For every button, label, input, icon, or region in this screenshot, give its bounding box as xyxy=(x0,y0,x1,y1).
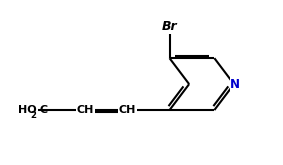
Text: Br: Br xyxy=(162,20,177,33)
Text: HO: HO xyxy=(18,105,37,115)
Text: N: N xyxy=(230,78,240,91)
Text: 2: 2 xyxy=(30,111,37,120)
Text: CH: CH xyxy=(77,105,94,115)
Text: C: C xyxy=(39,105,47,115)
Text: CH: CH xyxy=(119,105,136,115)
